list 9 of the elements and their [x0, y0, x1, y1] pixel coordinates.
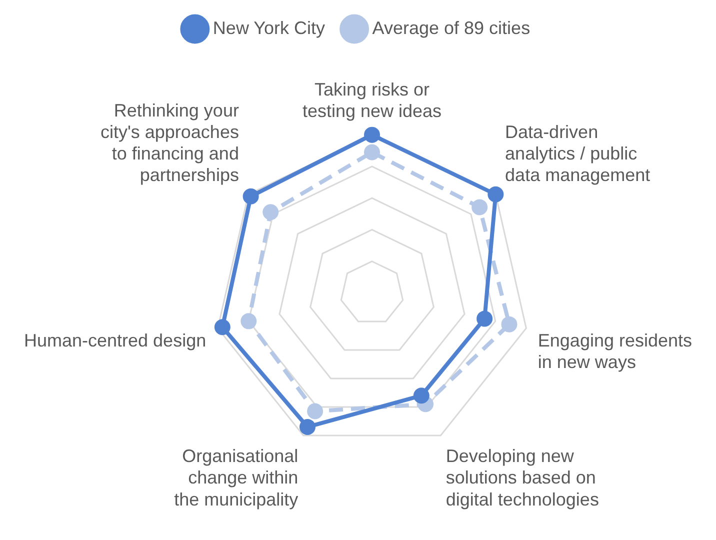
spoke-label: Engaging residents in new ways — [538, 330, 692, 372]
spoke-label: Developing new solutions based on digital technologies — [446, 446, 599, 510]
spoke-label: Organisational change within the municipality — [174, 446, 298, 510]
legend-label: Average of 89 cities — [372, 18, 530, 38]
spoke-label: Data-driven analytics / public data management — [505, 122, 650, 186]
spoke-label: Taking risks or testing new ideas — [302, 79, 442, 122]
spoke-label: Human-centred design — [24, 330, 206, 351]
legend-label: New York City — [212, 18, 325, 38]
spoke-label: Rethinking your city's approaches to financing and partnerships — [100, 100, 239, 186]
